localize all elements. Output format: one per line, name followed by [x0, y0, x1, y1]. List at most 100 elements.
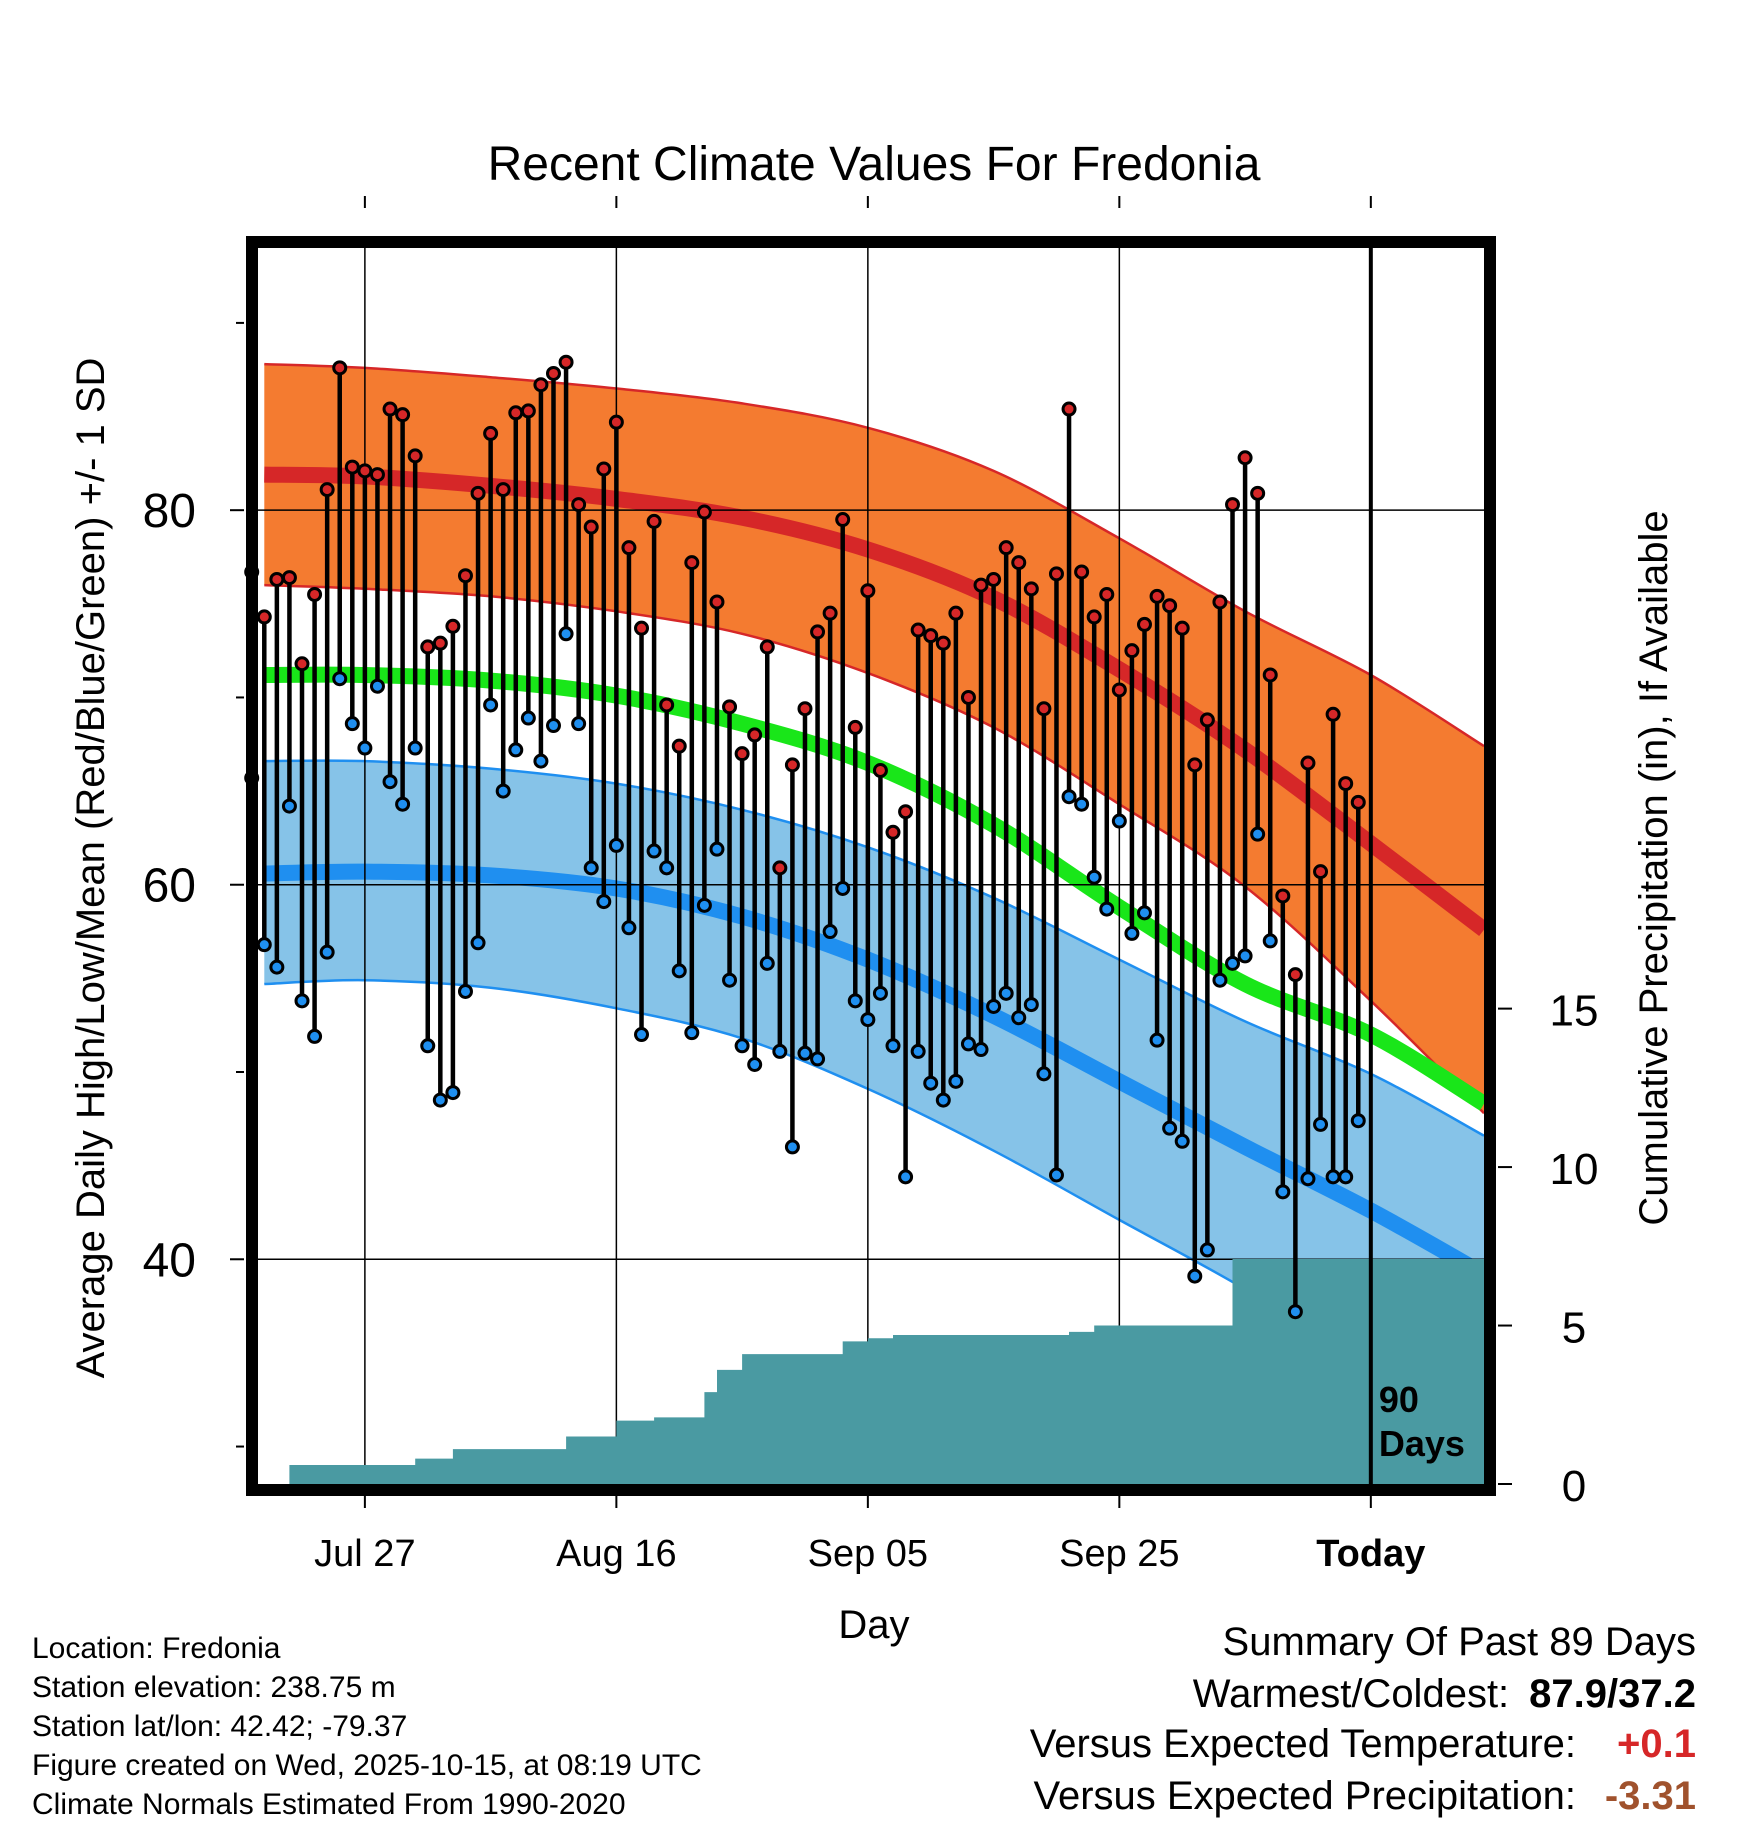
daily-high-point: [1086, 609, 1102, 625]
precip-label: Versus Expected Precipitation:: [1033, 1774, 1576, 1818]
daily-high-point: [998, 540, 1014, 556]
daily-high-point: [885, 824, 901, 840]
daily-high-point: [1124, 643, 1140, 659]
daily-high-point: [1036, 701, 1052, 717]
daily-low-point: [898, 1169, 914, 1185]
daily-low-point: [1149, 1032, 1165, 1048]
daily-low-point: [646, 843, 662, 859]
daily-high-point: [495, 482, 511, 498]
daily-low-point: [948, 1073, 964, 1089]
daily-low-point: [608, 837, 624, 853]
daily-high-point: [382, 401, 398, 417]
daily-high-point: [457, 568, 473, 584]
daily-high-point: [772, 860, 788, 876]
daily-high-point: [1225, 497, 1241, 513]
daily-high-point: [784, 757, 800, 773]
daily-low-point: [835, 880, 851, 896]
daily-high-point: [847, 719, 863, 735]
daily-low-point: [797, 1045, 813, 1061]
daily-high-point: [872, 762, 888, 778]
daily-high-point: [910, 622, 926, 638]
elevation-text: Station elevation: 238.75 m: [32, 1671, 396, 1704]
daily-low-point: [1136, 905, 1152, 921]
daily-high-point: [722, 699, 738, 715]
latlon-text: Station lat/lon: 42.42; -79.37: [32, 1710, 408, 1743]
daily-low-point: [470, 935, 486, 951]
daily-low-point: [722, 972, 738, 988]
daily-high-point: [1011, 555, 1027, 571]
daily-high-point: [1061, 401, 1077, 417]
daily-high-point: [1199, 712, 1215, 728]
summary-warmest-row: Warmest/Coldest: 87.9/37.2: [1193, 1672, 1696, 1717]
daily-low-point: [872, 985, 888, 1001]
y2-tick-label: 10: [1550, 1145, 1599, 1194]
daily-low-point: [910, 1043, 926, 1059]
x-axis-label: Day: [838, 1603, 909, 1647]
daily-low-point: [734, 1038, 750, 1054]
daily-low-point: [885, 1038, 901, 1054]
daily-low-point: [332, 671, 348, 687]
y-tick-label: 80: [143, 485, 196, 538]
daily-high-point: [332, 360, 348, 376]
daily-high-point: [1313, 864, 1329, 880]
daily-high-point: [596, 461, 612, 477]
y2-tick-label: 15: [1550, 987, 1599, 1036]
daily-high-point: [1325, 706, 1341, 722]
today-label-line: 90: [1379, 1379, 1419, 1420]
daily-high-point: [1212, 594, 1228, 610]
plot-frame: [246, 236, 1496, 1496]
daily-dots: [244, 354, 1366, 1320]
daily-high-point: [696, 504, 712, 520]
daily-high-point: [671, 738, 687, 754]
high-sd-band: [264, 364, 1484, 1114]
daily-high-point: [294, 656, 310, 672]
daily-high-point: [344, 459, 360, 475]
daily-low-point: [520, 710, 536, 726]
daily-low-point: [709, 841, 725, 857]
daily-low-point: [1300, 1171, 1316, 1187]
daily-high-point: [759, 639, 775, 655]
daily-low-point: [432, 1092, 448, 1108]
daily-high-point: [357, 463, 373, 479]
summary-precip-row: Versus Expected Precipitation: -3.31: [1033, 1774, 1696, 1819]
daily-low-point: [684, 1025, 700, 1041]
high-mean-line: [264, 466, 1484, 937]
precip-area-group: [289, 1259, 1484, 1484]
daily-high-point: [432, 635, 448, 651]
daily-low-point: [1237, 948, 1253, 964]
daily-high-point: [797, 701, 813, 717]
daily-low-point: [1099, 901, 1115, 917]
daily-low-point: [1275, 1184, 1291, 1200]
daily-high-point: [307, 586, 323, 602]
y-tick-label: 60: [143, 860, 196, 913]
daily-high-point: [634, 620, 650, 636]
daily-high-point: [1111, 682, 1127, 698]
created-text: Figure created on Wed, 2025-10-15, at 08…: [32, 1749, 702, 1782]
daily-high-point: [483, 425, 499, 441]
daily-low-point: [545, 718, 561, 734]
daily-high-point: [508, 405, 524, 421]
daily-high-point: [256, 609, 272, 625]
daily-low-point: [1174, 1133, 1190, 1149]
daily-high-point: [1250, 485, 1266, 501]
x-tick-label: Aug 16: [556, 1533, 676, 1575]
daily-high-point: [1275, 888, 1291, 904]
daily-low-point: [1287, 1304, 1303, 1320]
y2-tick-label: 0: [1562, 1462, 1586, 1511]
daily-low-point: [395, 796, 411, 812]
daily-high-point: [646, 513, 662, 529]
x-tick-label: Today: [1316, 1533, 1425, 1575]
daily-low-point: [659, 860, 675, 876]
daily-low-point: [583, 860, 599, 876]
daily-high-point: [420, 639, 436, 655]
daily-low-point: [784, 1139, 800, 1155]
daily-low-point: [558, 626, 574, 642]
daily-low-point: [571, 716, 587, 732]
daily-high-point: [1099, 586, 1115, 602]
daily-high-point: [1048, 566, 1064, 582]
daily-low-point: [596, 894, 612, 910]
y-tick-label: 40: [143, 1234, 196, 1287]
daily-high-point: [1338, 776, 1354, 792]
daily-high-point: [810, 624, 826, 640]
